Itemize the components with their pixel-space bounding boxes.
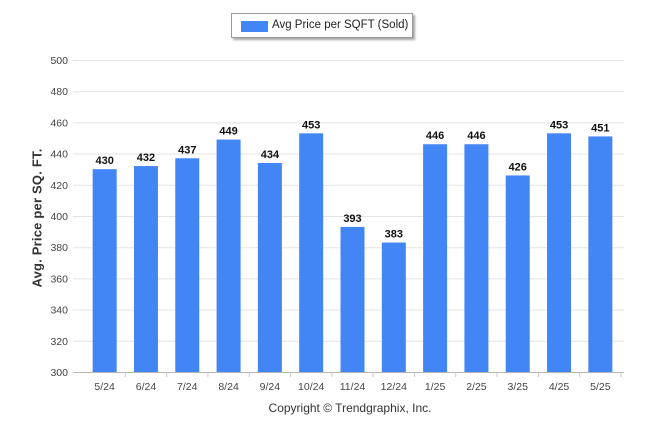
y-tick-label: 460 — [50, 117, 68, 129]
bar — [299, 133, 324, 372]
x-tick-label: 4/25 — [549, 381, 570, 393]
bar — [257, 162, 282, 372]
data-label: 453 — [550, 119, 568, 131]
bar — [423, 144, 448, 372]
x-tick-label: 11/24 — [340, 381, 366, 393]
x-tick-label: 8/24 — [218, 381, 239, 393]
y-tick-label: 420 — [50, 180, 68, 192]
x-tick-label: 5/25 — [590, 381, 611, 393]
bar — [216, 139, 241, 372]
data-label: 430 — [95, 155, 113, 167]
data-label: 393 — [343, 213, 361, 225]
data-label: 432 — [137, 152, 155, 164]
x-tick-label: 7/24 — [177, 381, 198, 393]
bar — [133, 166, 158, 372]
x-tick-label: 10/24 — [298, 381, 324, 393]
x-tick-label: 3/25 — [508, 381, 529, 393]
bar — [505, 175, 530, 372]
y-tick-label: 340 — [50, 305, 68, 317]
data-label: 437 — [178, 144, 196, 156]
data-label: 446 — [426, 130, 444, 142]
data-label: 383 — [385, 229, 403, 241]
legend-label: Avg Price per SQFT (Sold) — [272, 19, 409, 31]
data-label: 434 — [261, 149, 280, 161]
y-tick-label: 360 — [50, 273, 68, 285]
y-tick-label: 500 — [50, 55, 68, 67]
bar — [175, 158, 200, 372]
y-tick-label: 320 — [50, 336, 68, 348]
y-tick-label: 480 — [50, 86, 68, 98]
bar — [464, 144, 489, 372]
data-label: 446 — [467, 130, 485, 142]
data-label: 453 — [302, 119, 320, 131]
data-label: 451 — [591, 122, 609, 134]
bar — [381, 242, 406, 372]
y-tick-label: 400 — [50, 211, 68, 223]
y-axis-title: Avg. Price per SQ. FT. — [29, 148, 45, 288]
bar — [547, 133, 572, 372]
x-tick-label: 12/24 — [381, 381, 407, 393]
legend-swatch — [241, 21, 268, 32]
y-tick-label: 440 — [50, 149, 68, 161]
data-label: 449 — [219, 126, 237, 138]
bar — [340, 226, 365, 372]
bar — [92, 169, 117, 372]
x-tick-label: 5/24 — [94, 381, 115, 393]
bar — [588, 136, 613, 372]
legend[interactable]: Avg Price per SQFT (Sold) — [231, 13, 413, 38]
x-tick-label: 9/24 — [260, 381, 281, 393]
y-tick-label: 300 — [50, 367, 68, 379]
copyright-text: Copyright © Trendgraphix, Inc. — [268, 401, 432, 415]
y-tick-label: 380 — [50, 242, 68, 254]
data-label: 426 — [509, 161, 527, 173]
x-tick-label: 2/25 — [466, 381, 487, 393]
x-tick-label: 1/25 — [425, 381, 446, 393]
x-tick-label: 6/24 — [136, 381, 157, 393]
